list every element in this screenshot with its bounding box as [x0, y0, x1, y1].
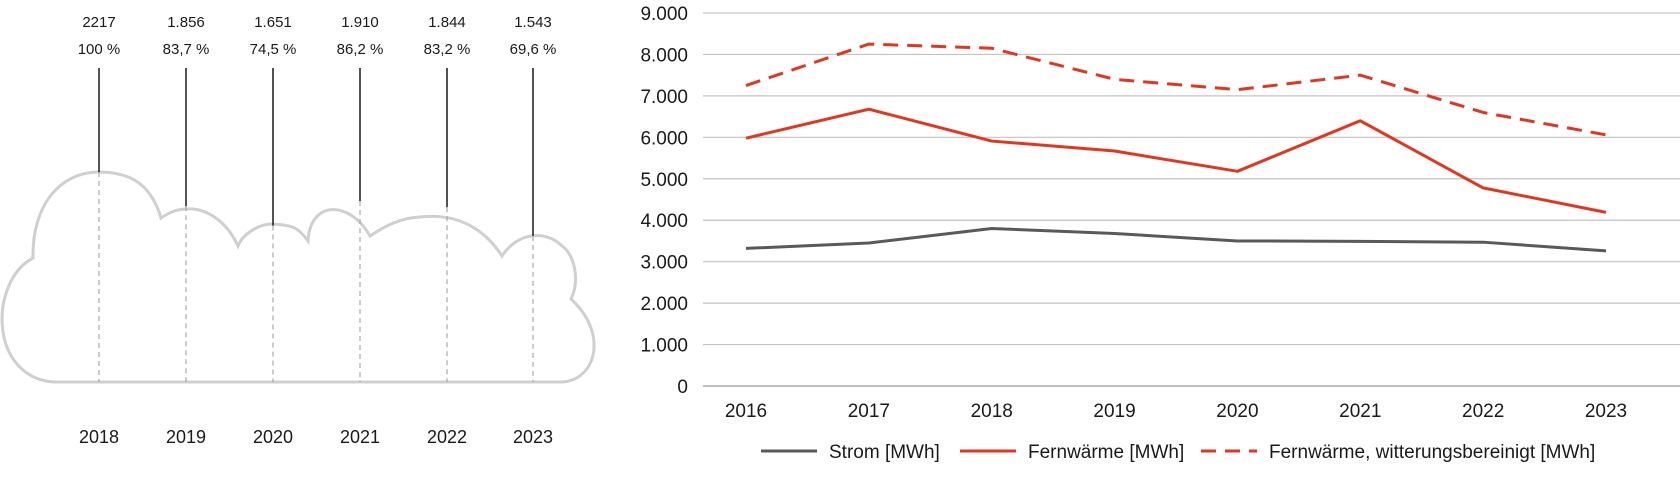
percent-label: 86,2 % — [337, 41, 384, 58]
value-label: 2217 — [82, 14, 115, 31]
x-tick-label: 2016 — [725, 401, 767, 422]
y-tick-label: 8.000 — [640, 45, 688, 66]
x-tick-label: 2022 — [1462, 401, 1504, 422]
year-label: 2021 — [340, 427, 380, 447]
value-label: 1.910 — [341, 14, 379, 31]
year-label: 2018 — [79, 427, 119, 447]
y-tick-label: 5.000 — [640, 170, 688, 191]
percent-label: 69,6 % — [510, 41, 557, 58]
x-tick-label: 2019 — [1093, 401, 1135, 422]
x-tick-label: 2017 — [848, 401, 890, 422]
legend-label: Strom [MWh] — [829, 442, 940, 463]
percent-label: 74,5 % — [250, 41, 297, 58]
y-tick-label: 9.000 — [640, 4, 688, 25]
legend-label: Fernwärme [MWh] — [1028, 442, 1184, 463]
series-line — [745, 107, 1607, 214]
y-tick-label: 2.000 — [640, 294, 688, 315]
value-label: 1.543 — [514, 14, 552, 31]
year-label: 2020 — [253, 427, 293, 447]
line-chart: 0 1.000 2.000 3.000 4.000 5.000 6.000 7.000 8.00… — [640, 4, 1680, 463]
y-tick-label: 0 — [677, 377, 688, 398]
x-tick-label: 2021 — [1339, 401, 1381, 422]
series-line — [745, 42, 1607, 137]
percent-label: 83,7 % — [163, 41, 210, 58]
percent-label: 83,2 % — [424, 41, 471, 58]
cloud-outline — [0, 170, 596, 384]
x-tick-label: 2018 — [971, 401, 1013, 422]
year-label: 2023 — [513, 427, 553, 447]
x-tick-label: 2023 — [1585, 401, 1627, 422]
y-tick-label: 3.000 — [640, 253, 688, 274]
y-tick-label: 4.000 — [640, 211, 688, 232]
year-label: 2019 — [166, 427, 206, 447]
y-tick-label: 1.000 — [640, 336, 688, 357]
legend-label: Fernwärme, witterungsbereinigt [MWh] — [1269, 442, 1595, 463]
y-tick-label: 6.000 — [640, 128, 688, 149]
value-label: 1.856 — [167, 14, 205, 31]
y-tick-label: 7.000 — [640, 87, 688, 108]
series-line — [745, 227, 1607, 253]
percent-label: 100 % — [78, 41, 121, 58]
year-label: 2022 — [427, 427, 467, 447]
x-tick-label: 2020 — [1216, 401, 1258, 422]
value-label: 1.844 — [428, 14, 466, 31]
value-label: 1.651 — [254, 14, 292, 31]
cloud-chart: 2217 100 % 2018 1.856 83,7 % 2019 1.651 74,5 % 2… — [0, 14, 596, 447]
